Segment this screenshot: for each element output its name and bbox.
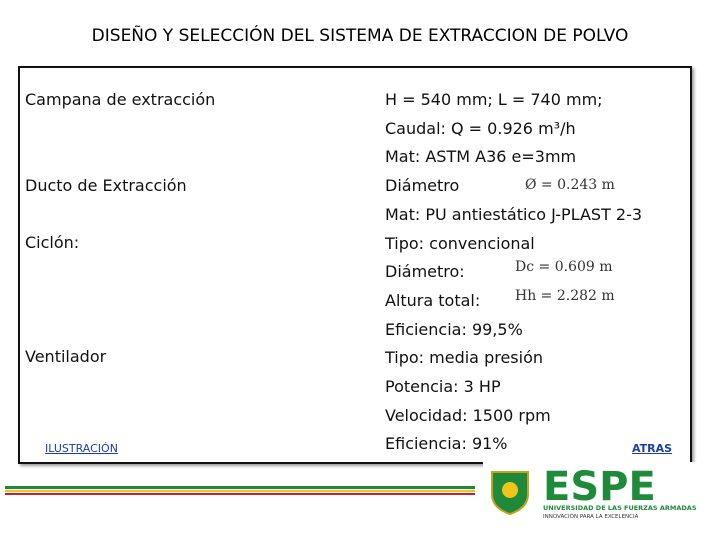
formula: Ø = 0.243 m bbox=[525, 177, 615, 193]
component-label: Ventilador bbox=[25, 347, 107, 366]
stripe-yellow bbox=[5, 490, 475, 492]
illustration-link[interactable]: ILUSTRACIÓN bbox=[45, 442, 118, 455]
slide-title: DISEÑO Y SELECCIÓN DEL SISTEMA DE EXTRAC… bbox=[91, 26, 629, 46]
detail-line: Diámetro: bbox=[385, 262, 465, 282]
logo-emblem bbox=[502, 482, 518, 498]
logo-name: ESPE bbox=[543, 464, 656, 510]
detail-line: Potencia: 3 HP bbox=[385, 377, 501, 396]
logo-university: UNIVERSIDAD DE LAS FUERZAS ARMADAS bbox=[543, 504, 697, 512]
logo-motto: INNOVACIÓN PARA LA EXCELENCIA bbox=[543, 513, 639, 520]
detail-line: H = 540 mm; L = 740 mm; bbox=[385, 90, 603, 109]
detail-line: Velocidad: 1500 rpm bbox=[385, 405, 551, 425]
formula: Dc = 0.609 m bbox=[515, 259, 613, 275]
stripe-green bbox=[5, 486, 475, 489]
detail-line: Mat: PU antiestático J-PLAST 2-3 bbox=[385, 204, 643, 224]
detail-line: Mat: ASTM A36 e=3mm bbox=[385, 147, 577, 167]
logo-bg bbox=[483, 462, 698, 518]
detail-line: Altura total: bbox=[385, 290, 481, 310]
component-label: Campana de extracción bbox=[25, 90, 216, 109]
component-label: Ducto de Extracción bbox=[25, 176, 187, 195]
detail-line: Eficiencia: 91% bbox=[385, 434, 508, 454]
logo-shield bbox=[491, 471, 529, 516]
stripe-red bbox=[5, 493, 475, 495]
content-frame bbox=[18, 66, 692, 464]
back-link[interactable]: ATRAS bbox=[632, 442, 673, 455]
detail-line: Caudal: Q = 0.926 m³/h bbox=[385, 118, 576, 138]
detail-line: Tipo: convencional bbox=[385, 233, 535, 253]
component-label: Ciclón: bbox=[25, 233, 80, 252]
formula: Hh = 2.282 m bbox=[515, 288, 615, 304]
detail-line: Diámetro bbox=[385, 176, 460, 196]
detail-line: Tipo: media presión bbox=[385, 348, 544, 368]
detail-line: Eficiencia: 99,5% bbox=[385, 319, 523, 339]
